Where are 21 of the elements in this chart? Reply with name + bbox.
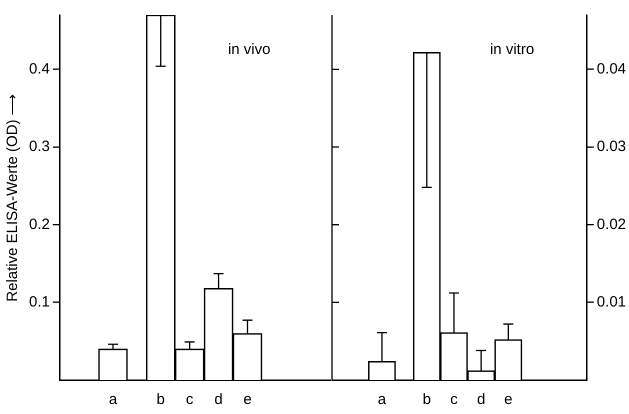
x-tick-label: c bbox=[450, 391, 458, 408]
y2-tick-label: 0.03 bbox=[596, 138, 626, 156]
x-tick-label: e bbox=[243, 391, 252, 408]
x-tick-label: a bbox=[108, 391, 118, 408]
x-tick-label: b bbox=[156, 391, 165, 408]
y2-tick-label: 0.04 bbox=[596, 60, 626, 78]
x-tick-label: e bbox=[504, 391, 512, 408]
y-tick-label: 0.1 bbox=[28, 293, 50, 310]
y2-tick-label: 0.02 bbox=[596, 216, 626, 233]
x-tick-label: d bbox=[214, 391, 223, 408]
annotation: in vitro bbox=[490, 41, 534, 58]
annotation: in vivo bbox=[228, 41, 270, 58]
y2-tick-label: 0.01 bbox=[596, 293, 626, 310]
y-axis-title: Relative ELISA-Werte (OD) ⟶ bbox=[4, 93, 22, 302]
y-tick-label: 0.4 bbox=[28, 60, 50, 78]
y-tick-label: 0.2 bbox=[28, 216, 50, 233]
y-tick-label: 0.3 bbox=[28, 138, 50, 156]
x-tick-label: a bbox=[378, 391, 387, 408]
x-tick-label: d bbox=[476, 391, 486, 408]
x-tick-label: c bbox=[186, 391, 194, 408]
x-tick-label: b bbox=[422, 391, 431, 408]
